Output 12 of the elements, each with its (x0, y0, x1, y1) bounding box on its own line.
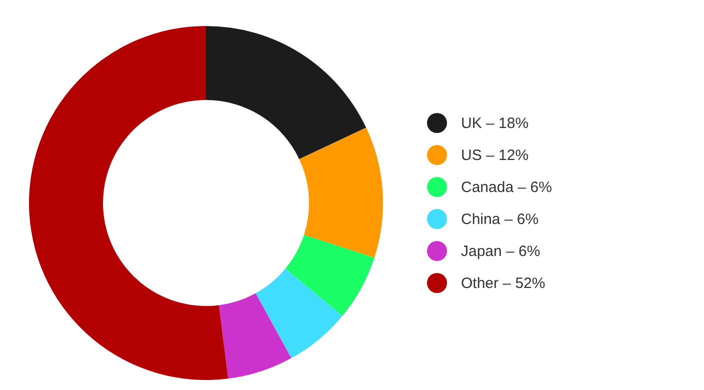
donut-slice (256, 268, 342, 358)
donut-slice (218, 293, 292, 379)
donut-slice (29, 26, 228, 380)
donut-slice (299, 128, 383, 258)
legend-label: Other – 52% (461, 275, 546, 292)
donut-slice (206, 26, 366, 160)
legend-label: Canada – 6% (461, 179, 552, 196)
donut-slice (285, 234, 374, 316)
legend-label: Japan – 6% (461, 243, 540, 260)
legend-label: UK – 18% (461, 115, 529, 132)
legend-label: US – 12% (461, 147, 529, 164)
legend-label: China – 6% (461, 211, 539, 228)
